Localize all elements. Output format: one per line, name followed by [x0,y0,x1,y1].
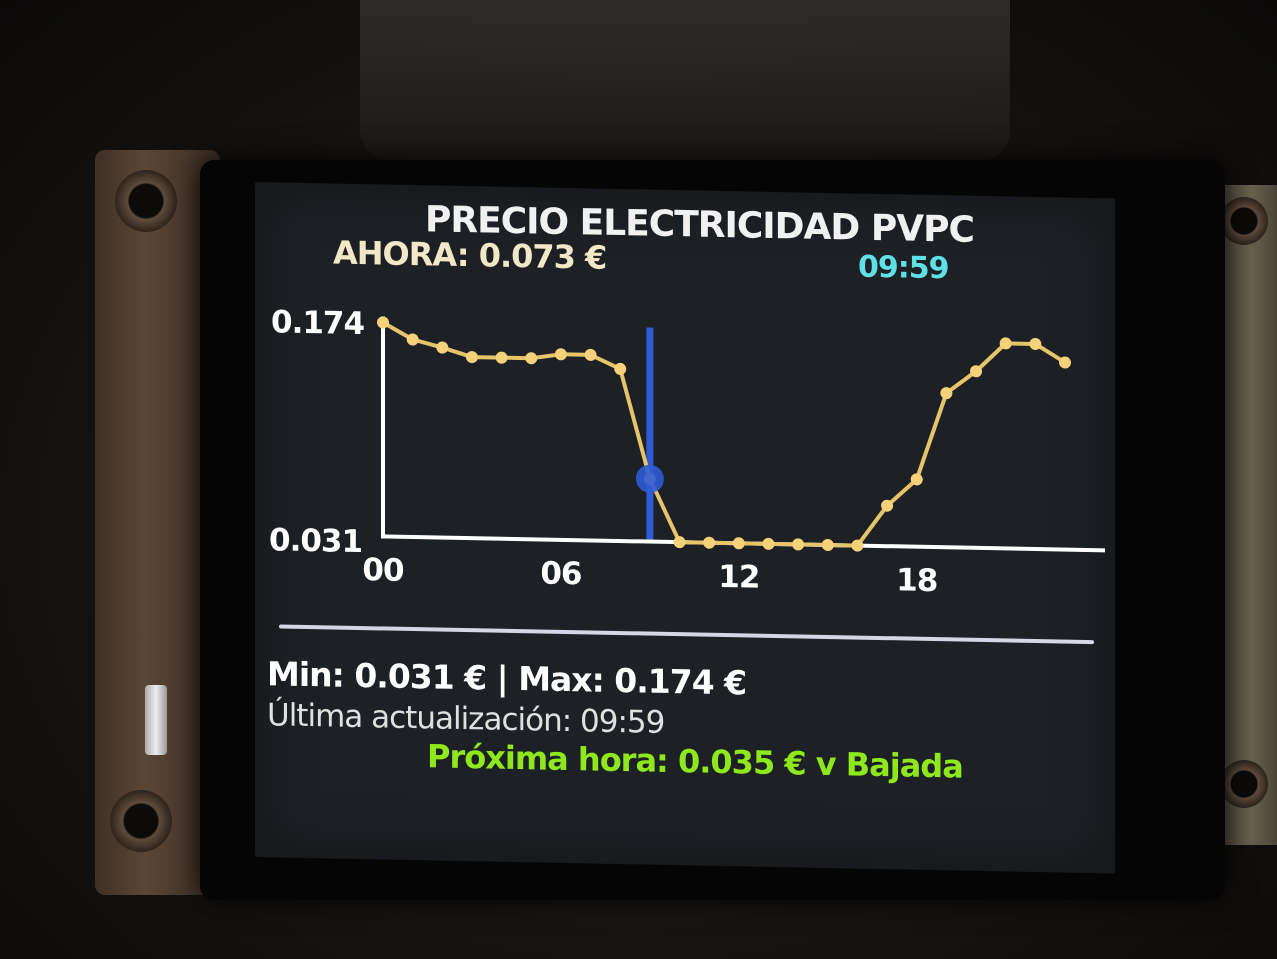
price-point-h2 [436,341,449,354]
price-point-h6 [554,348,567,361]
price-point-h0 [377,316,389,329]
x-tick-18: 18 [896,562,937,599]
x-tick-06: 06 [540,555,581,592]
price-point-h23 [1059,356,1071,369]
mounting-hole [1220,760,1268,808]
mounting-hole [115,170,177,232]
price-point-h8 [614,362,627,375]
price-point-h18 [910,473,923,486]
price-point-h14 [792,538,805,551]
price-point-h12 [732,537,745,550]
tft-screen: PRECIO ELECTRICIDAD PVPC AHORA: 0.073 € … [255,182,1115,874]
price-point-h22 [1029,337,1042,350]
current-price-point [635,464,664,493]
price-point-h10 [673,536,686,549]
price-point-h13 [762,537,775,550]
price-point-h21 [999,337,1012,350]
price-point-h11 [703,536,716,549]
price-point-h4 [495,351,508,364]
price-point-h16 [851,539,864,552]
price-point-h5 [525,352,538,365]
next-hour-text: Próxima hora: 0.035 € v Bajada [427,737,963,786]
background-glare [360,0,1010,160]
mounting-hole [110,790,172,852]
price-point-h1 [406,333,419,346]
price-point-h3 [465,351,478,364]
x-tick-12: 12 [718,559,759,596]
mounting-hole [1220,197,1268,245]
x-tick-00: 00 [362,552,404,589]
price-point-h15 [821,538,834,551]
price-point-h7 [584,348,597,361]
price-point-h17 [881,499,894,512]
header-pin [145,685,167,755]
y-tick-max: 0.174 [271,304,364,342]
min-max-text: Min: 0.031 € | Max: 0.174 € [267,654,747,703]
price-point-h20 [970,365,983,378]
y-tick-min: 0.031 [269,522,362,560]
price-point-h19 [940,387,953,400]
price-line [382,320,1067,548]
last-update-text: Última actualización: 09:59 [267,697,665,741]
circuit-board-left [95,150,220,895]
